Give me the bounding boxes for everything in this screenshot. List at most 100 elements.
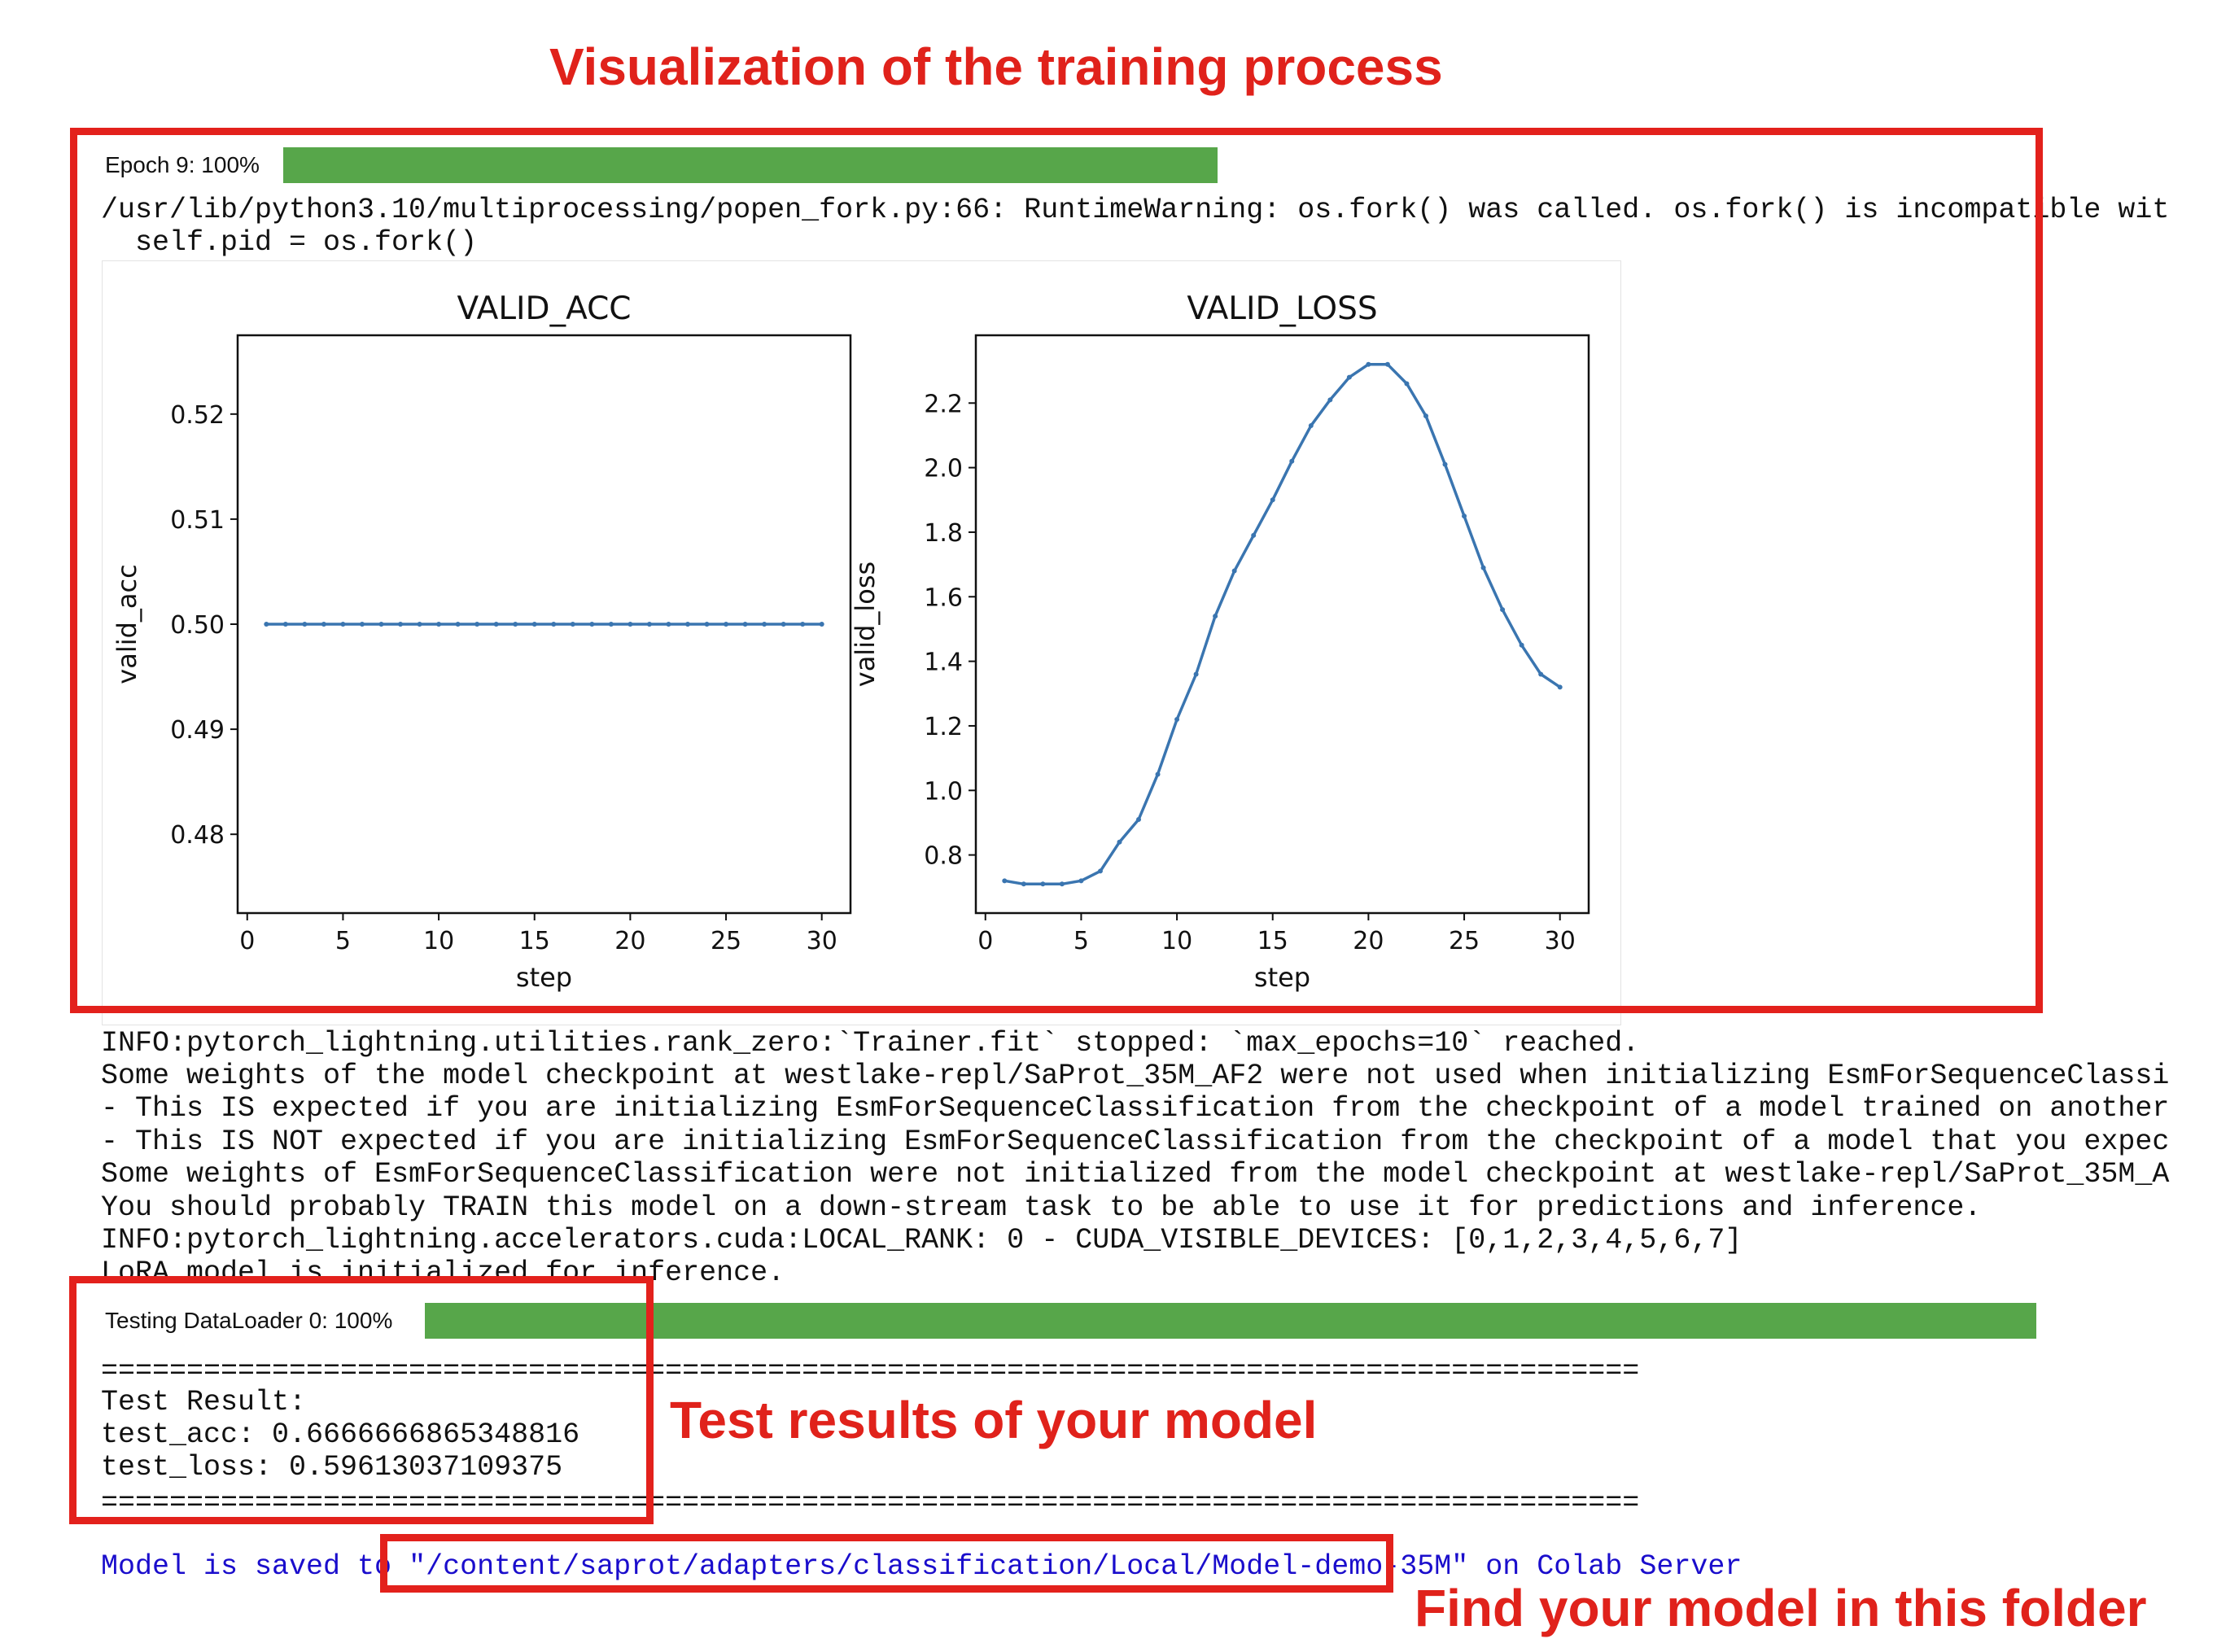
warning-line-1: /usr/lib/python3.10/multiprocessing/pope… [101,194,2170,226]
y-tick-label: 0.52 [170,401,225,430]
y-axis-label: valid_loss [850,562,881,687]
data-point [819,622,824,627]
data-point [704,622,710,627]
data-point [436,622,442,627]
separator-top: ========================================… [101,1355,1640,1388]
data-point [1213,614,1218,619]
x-tick-label: 25 [1449,927,1480,955]
annotation-box-test-results [69,1276,654,1524]
data-point [1270,497,1275,503]
data-point [531,622,537,627]
data-point [1040,881,1046,887]
x-tick-label: 25 [711,927,741,955]
x-axis-label: step [1254,962,1310,993]
x-tick-label: 10 [423,927,454,955]
data-point [1404,381,1410,387]
test-loss-line: test_loss: 0.59613037109375 [101,1451,563,1484]
log-line-3: - This IS expected if you are initializi… [101,1092,2170,1125]
saved-prefix: Model is saved to [101,1550,409,1583]
data-point [455,622,461,627]
epoch-progress-track [283,147,1218,183]
y-tick-label: 0.50 [170,611,225,640]
data-point [398,622,404,627]
data-point [781,622,786,627]
y-tick-label: 1.6 [924,583,963,612]
data-point [378,622,384,627]
data-point [1097,868,1103,874]
data-point [1557,684,1563,690]
data-point [1519,642,1524,648]
log-line-4: - This IS NOT expected if you are initia… [101,1125,2170,1158]
log-line-7: INFO:pytorch_lightning.accelerators.cuda… [101,1224,1743,1256]
y-tick-label: 1.2 [924,713,963,741]
series-line [1004,362,1561,886]
data-point [264,622,269,627]
data-point [570,622,575,627]
data-point [1078,878,1084,884]
annotation-box-model-path [380,1534,1393,1593]
data-point [493,622,499,627]
log-line-6: You should probably TRAIN this model on … [101,1191,1982,1224]
y-tick-label: 1.4 [924,649,963,677]
test-progress-label: Testing DataLoader 0: 100% [105,1308,393,1333]
x-tick-label: 15 [1257,927,1288,955]
x-tick-label: 20 [1353,927,1384,955]
data-point [1308,423,1314,429]
data-point [1155,771,1161,777]
log-line-5: Some weights of EsmForSequenceClassifica… [101,1158,2170,1191]
data-point [1193,671,1199,677]
data-point [1021,881,1026,887]
warning-line-2: self.pid = os.fork() [101,226,478,259]
log-line-8: LoRA model is initialized for inference. [101,1256,785,1289]
chart-title: VALID_ACC [457,291,631,327]
annotation-test-results: Test results of your model [670,1391,1318,1449]
data-point [513,622,518,627]
saved-path[interactable]: "/content/saprot/adapters/classification… [409,1550,1469,1583]
x-tick-label: 30 [1545,927,1576,955]
annotation-box-training [70,128,2043,1013]
separator-bottom: ========================================… [101,1487,1640,1519]
y-tick-label: 1.0 [924,777,963,806]
y-tick-label: 0.49 [170,716,225,745]
data-point [646,622,652,627]
data-point [742,622,748,627]
data-point [1136,816,1142,822]
x-tick-label: 0 [239,927,255,955]
data-point [302,622,308,627]
data-point [666,622,671,627]
log-line-1: INFO:pytorch_lightning.utilities.rank_ze… [101,1027,1640,1060]
data-point [762,622,767,627]
data-point [1117,839,1122,845]
data-point [1231,568,1237,574]
epoch-progress-label: Epoch 9: 100% [105,152,260,177]
x-tick-label: 20 [614,927,645,955]
data-point [1442,461,1448,467]
data-point [321,622,326,627]
x-tick-label: 10 [1161,927,1192,955]
model-saved-line: Model is saved to "/content/saprot/adapt… [101,1550,1742,1584]
data-point [1002,878,1008,884]
data-point [1462,514,1467,519]
saved-suffix: on Colab Server [1468,1550,1743,1583]
plot-frame [974,334,1590,915]
data-point [589,622,595,627]
data-point [359,622,365,627]
y-tick-label: 0.48 [170,821,225,850]
chart-title: VALID_LOSS [1187,291,1377,327]
x-tick-label: 0 [977,927,993,955]
data-point [1500,607,1506,613]
x-tick-label: 15 [519,927,550,955]
x-axis-label: step [516,962,572,993]
data-point [608,622,614,627]
data-point [1366,361,1371,367]
test-progress-track [425,1303,2036,1339]
data-point [1289,458,1295,464]
annotation-training-title: Visualization of the training process [549,37,1443,96]
y-tick-label: 0.51 [170,506,225,535]
log-line-2: Some weights of the model checkpoint at … [101,1060,2170,1092]
y-tick-label: 2.2 [924,390,963,418]
data-point [551,622,557,627]
x-tick-label: 30 [807,927,837,955]
x-tick-label: 5 [1074,927,1089,955]
data-point [724,622,729,627]
